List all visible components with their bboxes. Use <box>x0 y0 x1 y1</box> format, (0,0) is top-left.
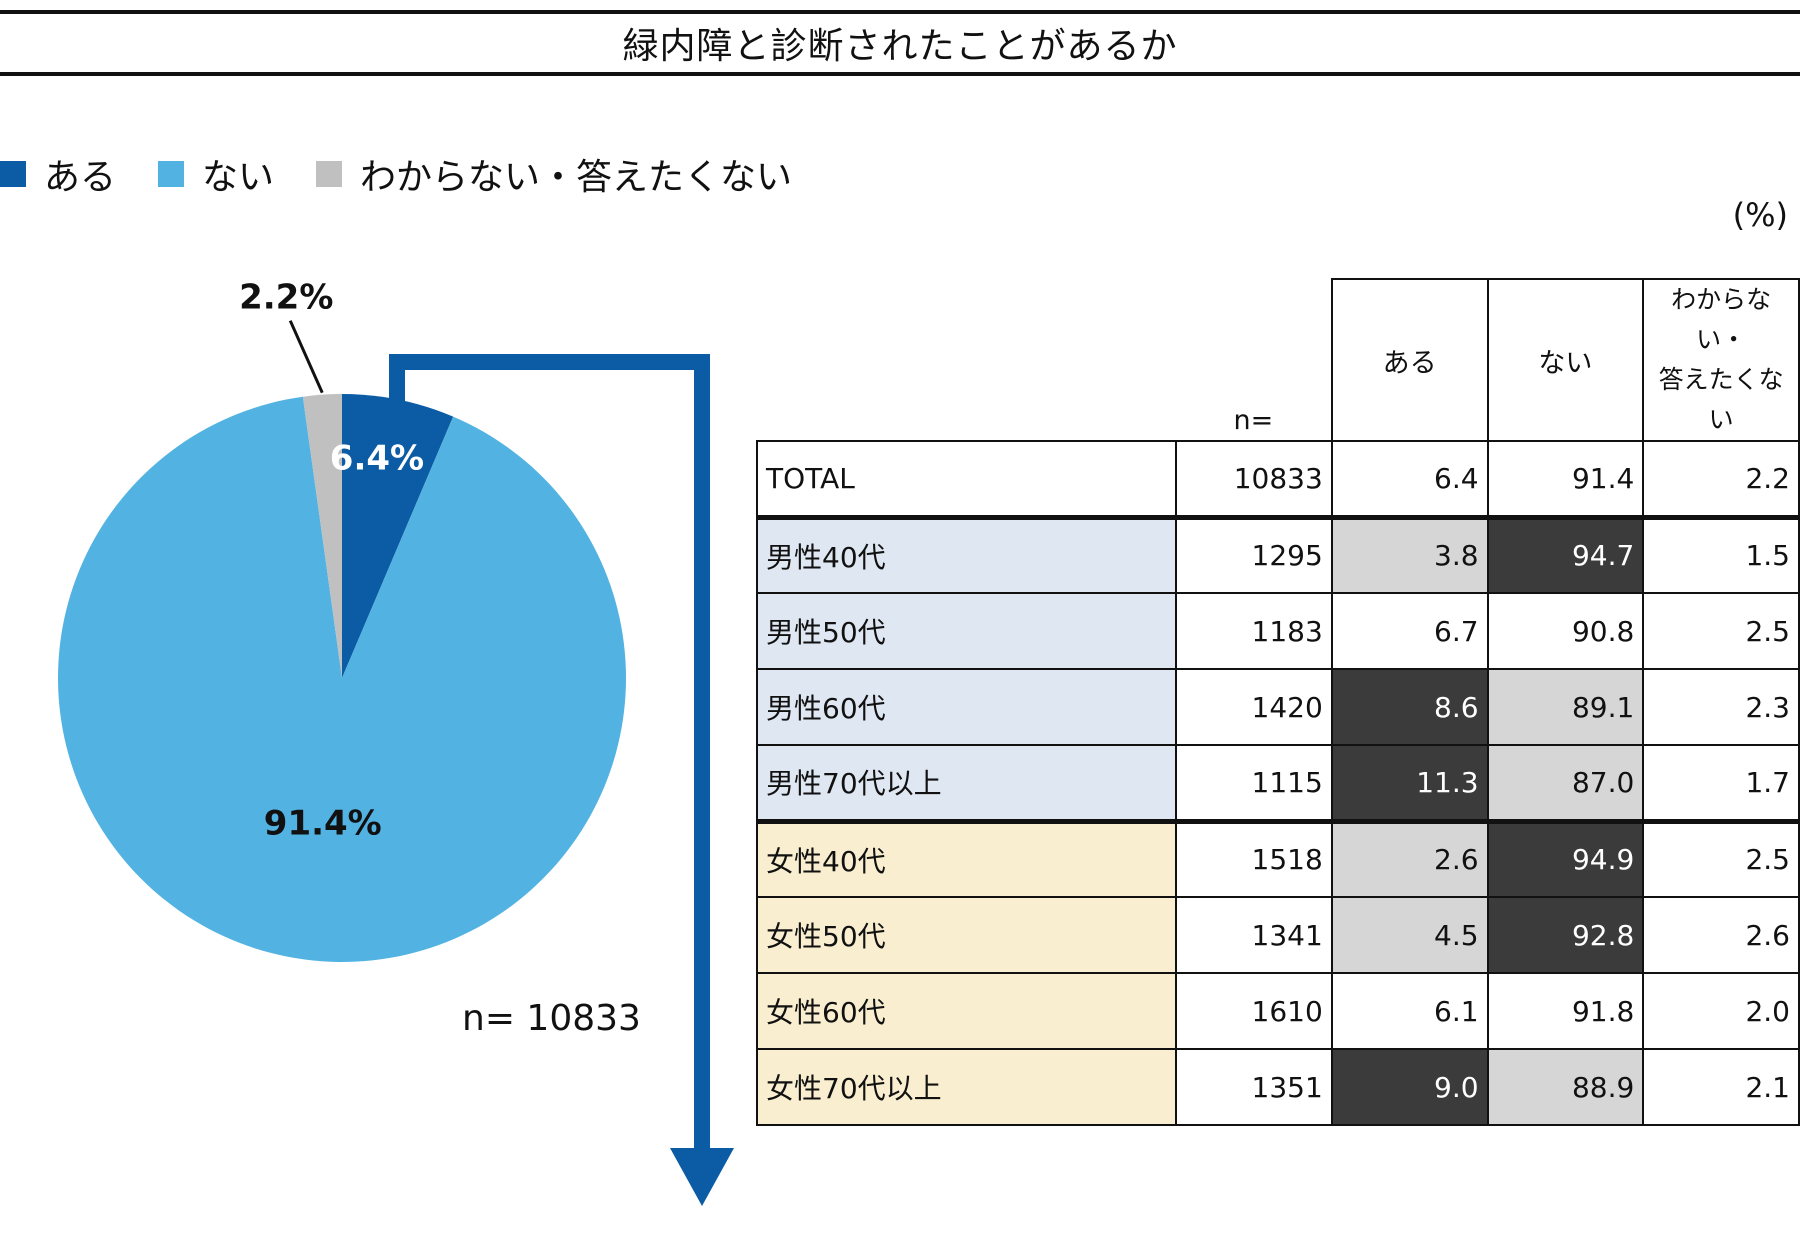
row-label: 男性60代 <box>756 668 1177 746</box>
cell-aru: 4.5 <box>1330 896 1489 974</box>
connector-arrow-head <box>670 1148 734 1206</box>
cell-aru: 11.3 <box>1330 744 1489 822</box>
pie-label-aru: 6.4% <box>330 439 424 479</box>
cell-nai: 88.9 <box>1486 1048 1645 1126</box>
legend-swatch-unknown <box>316 161 343 187</box>
cell-unknown: 1.7 <box>1642 744 1800 822</box>
row-label: 男性40代 <box>756 514 1177 594</box>
crosstab-table: n= ある ない わからない・ 答えたくない TOTAL 10833 6.4 9… <box>756 278 1800 1126</box>
pie-chart: 6.4% 91.4% 2.2% <box>58 278 734 1206</box>
row-label: 女性70代以上 <box>756 1048 1177 1126</box>
pie-slice-aru <box>342 394 454 678</box>
cell-n: 1518 <box>1174 818 1333 898</box>
cell-unknown: 2.1 <box>1642 1048 1800 1126</box>
cell-unknown: 2.6 <box>1642 896 1800 974</box>
cell-aru: 6.1 <box>1330 972 1489 1050</box>
pie-slice-unknown <box>302 394 342 678</box>
cell-n: 1420 <box>1174 668 1333 746</box>
legend: ある ない わからない・答えたくない <box>0 148 834 200</box>
pie-leader-line <box>288 320 324 394</box>
cell-n: 1115 <box>1174 744 1333 822</box>
legend-item-nai: ない <box>158 148 274 200</box>
cell-aru: 8.6 <box>1330 668 1489 746</box>
header-blank <box>757 279 1176 441</box>
cell-n: 10833 <box>1174 440 1333 518</box>
table-row-female60: 女性60代 1610 6.1 91.8 2.0 <box>756 972 1800 1050</box>
cell-nai: 92.8 <box>1486 896 1645 974</box>
legend-label-unknown: わからない・答えたくない <box>360 157 793 198</box>
cell-n: 1183 <box>1174 592 1333 670</box>
header-unknown-line1: わからない・ <box>1671 285 1772 354</box>
cell-unknown: 2.5 <box>1642 818 1800 898</box>
cell-aru: 2.6 <box>1330 818 1489 898</box>
row-label: 女性40代 <box>756 818 1177 898</box>
cell-unknown: 2.0 <box>1642 972 1800 1050</box>
cell-nai: 87.0 <box>1486 744 1645 822</box>
table-row-male40: 男性40代 1295 3.8 94.7 1.5 <box>756 514 1800 594</box>
header-aru: ある <box>1330 278 1489 442</box>
pie-sample-size: n= 10833 <box>462 998 641 1039</box>
cell-aru: 6.4 <box>1330 440 1489 518</box>
table-row-total: TOTAL 10833 6.4 91.4 2.2 <box>756 440 1800 518</box>
cell-nai: 90.8 <box>1486 592 1645 670</box>
legend-item-aru: ある <box>0 148 116 200</box>
row-label: TOTAL <box>756 440 1177 518</box>
header-unknown: わからない・ 答えたくない <box>1642 278 1800 442</box>
cell-nai: 94.7 <box>1486 514 1645 594</box>
header-unknown-line2: 答えたくない <box>1658 365 1784 434</box>
cell-unknown: 2.2 <box>1642 440 1800 518</box>
cell-nai: 91.8 <box>1486 972 1645 1050</box>
table-row-female50: 女性50代 1341 4.5 92.8 2.6 <box>756 896 1800 974</box>
table-row-female70: 女性70代以上 1351 9.0 88.9 2.1 <box>756 1048 1800 1126</box>
cell-n: 1351 <box>1174 1048 1333 1126</box>
unit-label: (%) <box>1732 196 1788 234</box>
pie-slice-nai <box>58 396 627 962</box>
pie-label-nai: 91.4% <box>264 804 382 844</box>
cell-n: 1295 <box>1174 514 1333 594</box>
cell-nai: 91.4 <box>1486 440 1645 518</box>
cell-n: 1341 <box>1174 896 1333 974</box>
pie-label-unknown: 2.2% <box>239 278 333 318</box>
cell-nai: 94.9 <box>1486 818 1645 898</box>
legend-item-unknown: わからない・答えたくない <box>316 148 792 200</box>
cell-nai: 89.1 <box>1486 668 1645 746</box>
legend-swatch-nai <box>158 161 185 187</box>
chart-title: 緑内障と診断されたことがあるか <box>0 10 1800 76</box>
legend-label-aru: ある <box>44 157 117 198</box>
cell-unknown: 2.3 <box>1642 668 1800 746</box>
row-label: 女性50代 <box>756 896 1177 974</box>
cell-unknown: 1.5 <box>1642 514 1800 594</box>
table-row-female40: 女性40代 1518 2.6 94.9 2.5 <box>756 818 1800 898</box>
table-row-male60: 男性60代 1420 8.6 89.1 2.3 <box>756 668 1800 746</box>
row-label: 男性50代 <box>756 592 1177 670</box>
row-label: 女性60代 <box>756 972 1177 1050</box>
header-n: n= <box>1175 279 1333 442</box>
header-nai: ない <box>1486 278 1645 442</box>
cell-aru: 3.8 <box>1330 514 1489 594</box>
cell-aru: 9.0 <box>1330 1048 1489 1126</box>
row-label: 男性70代以上 <box>756 744 1177 822</box>
legend-swatch-aru <box>0 161 26 187</box>
table-row-male70: 男性70代以上 1115 11.3 87.0 1.7 <box>756 744 1800 822</box>
table-row-male50: 男性50代 1183 6.7 90.8 2.5 <box>756 592 1800 670</box>
table-header-row: n= ある ない わからない・ 答えたくない <box>757 278 1800 442</box>
cell-unknown: 2.5 <box>1642 592 1800 670</box>
cell-aru: 6.7 <box>1330 592 1489 670</box>
legend-label-nai: ない <box>202 157 275 198</box>
cell-n: 1610 <box>1174 972 1333 1050</box>
connector-arrow-line <box>389 354 710 1160</box>
